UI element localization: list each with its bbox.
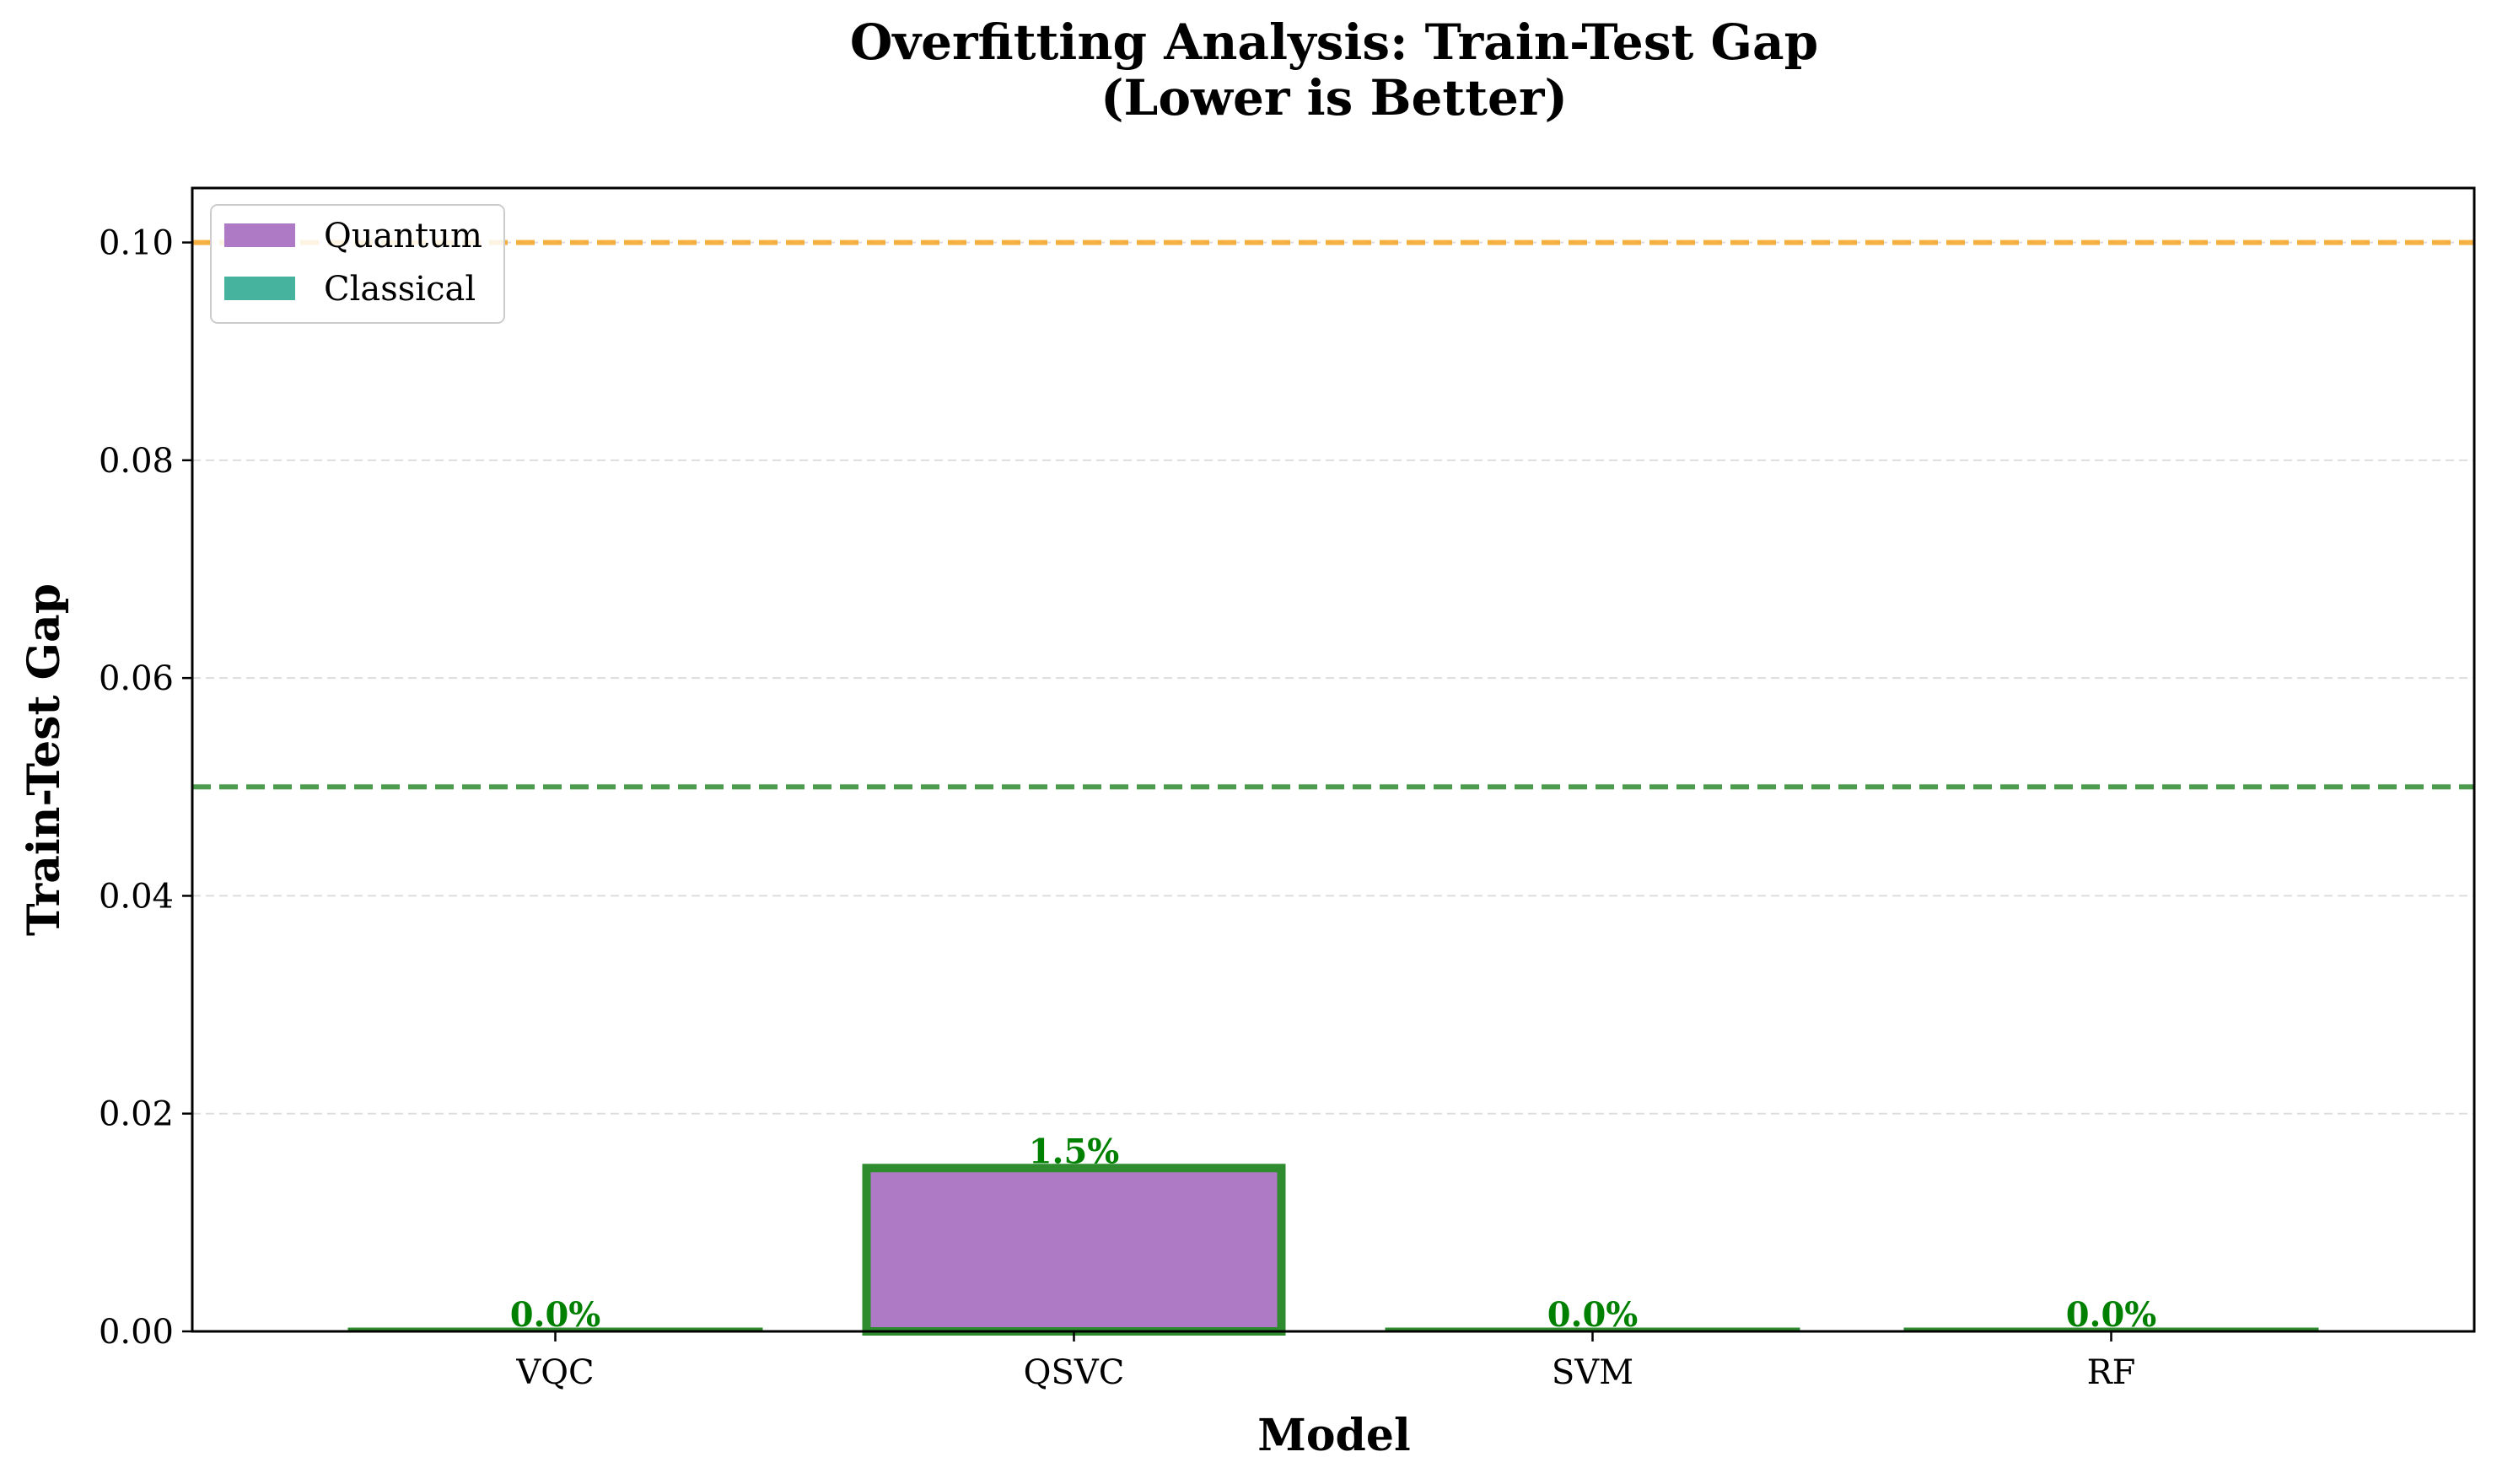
gridlines [192, 241, 2474, 1115]
legend: Quantum Classical [210, 204, 505, 324]
reference-lines [192, 239, 2474, 790]
chart-title-line2: (Lower is Better) [1101, 69, 1568, 126]
legend-label-quantum: Quantum [324, 217, 482, 255]
legend-swatch-quantum [224, 223, 295, 247]
data-label: 0.0% [510, 1295, 601, 1335]
chart-title-line1: Overfitting Analysis: Train-Test Gap [850, 13, 1818, 71]
y-tick-label: 0.06 [99, 659, 174, 698]
y-tick-label: 0.00 [99, 1313, 174, 1352]
y-axis-label: Train-Test Gap [19, 583, 70, 936]
y-tick-label: 0.02 [99, 1095, 174, 1134]
x-tick-label: QSVC [1024, 1353, 1125, 1392]
y-tick-label: 0.08 [99, 442, 174, 481]
legend-label-classical: Classical [324, 270, 476, 309]
data-label: 1.5% [1029, 1132, 1120, 1171]
data-label: 0.0% [2066, 1295, 2157, 1335]
y-axis-ticks: 0.00 0.02 0.04 0.06 0.08 0.10 [99, 224, 192, 1352]
x-tick-label: VQC [515, 1353, 594, 1392]
data-labels: 0.0% 1.5% 0.0% 0.0% [510, 1132, 2157, 1335]
x-tick-label: SVM [1552, 1353, 1633, 1392]
data-label: 0.0% [1547, 1295, 1639, 1335]
y-tick-label: 0.10 [99, 224, 174, 263]
legend-swatch-classical [224, 277, 295, 300]
y-tick-label: 0.04 [99, 877, 174, 916]
x-axis-label: Model [1257, 1410, 1410, 1461]
x-tick-label: RF [2087, 1353, 2136, 1392]
plot-frame [191, 186, 2476, 1333]
x-axis-ticks: VQC QSVC SVM RF [515, 1331, 2135, 1392]
bars [347, 1164, 2319, 1336]
bar-qsvc [862, 1164, 1286, 1336]
